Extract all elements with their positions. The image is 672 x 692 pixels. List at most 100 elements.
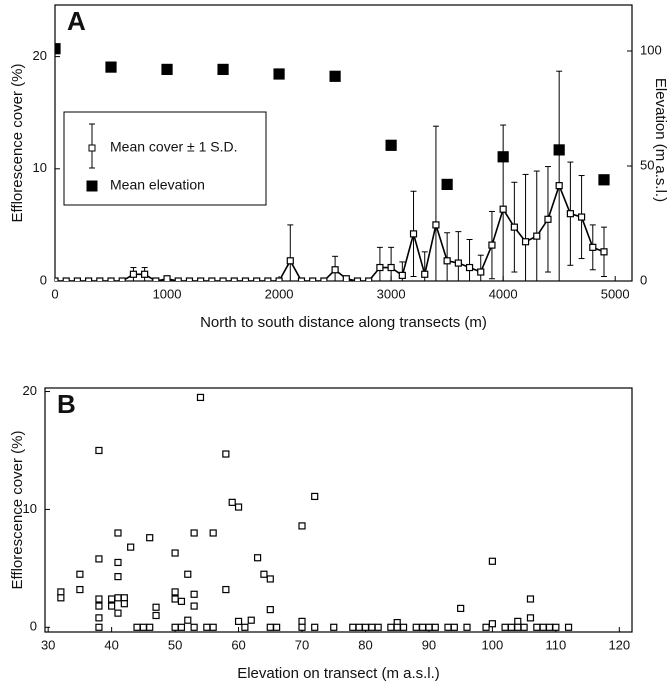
cover-marker xyxy=(209,529,217,537)
cover-marker xyxy=(184,616,192,624)
x-tick-label: 80 xyxy=(358,637,372,652)
legend-marker xyxy=(86,180,98,192)
cover-marker xyxy=(85,277,93,281)
cover-marker xyxy=(286,257,294,265)
y-tick-label: 0 xyxy=(30,619,37,634)
cover-marker xyxy=(311,623,319,631)
y-tick-label: 10 xyxy=(33,160,47,175)
cover-marker xyxy=(465,263,474,272)
cover-marker xyxy=(514,617,522,625)
cover-marker xyxy=(247,616,255,624)
cover-marker xyxy=(409,230,418,238)
cover-marker xyxy=(253,277,261,281)
cover-marker xyxy=(57,588,65,596)
cover-marker xyxy=(222,585,230,594)
cover-marker xyxy=(234,617,243,625)
cover-marker xyxy=(361,623,370,631)
cover-marker xyxy=(298,522,306,530)
cover-marker xyxy=(349,623,357,631)
legend-marker xyxy=(88,144,96,152)
cover-marker xyxy=(127,543,135,551)
cover-marker xyxy=(171,595,179,603)
elevation-marker xyxy=(273,68,285,80)
x-tick-label: 40 xyxy=(104,637,118,652)
cover-marker xyxy=(266,623,274,631)
cover-marker xyxy=(520,623,528,631)
cover-marker xyxy=(139,623,147,631)
cover-marker xyxy=(393,623,401,631)
cover-marker xyxy=(376,263,384,272)
y2-tick-label: 0 xyxy=(640,272,647,287)
cover-marker xyxy=(298,623,306,631)
cover-marker xyxy=(177,623,186,631)
cover-marker xyxy=(273,623,281,631)
y-tick-label: 20 xyxy=(23,383,37,398)
cover-marker xyxy=(96,277,104,281)
cover-marker xyxy=(418,623,427,631)
x-tick-label: 100 xyxy=(482,637,504,652)
cover-marker xyxy=(260,570,268,578)
cover-marker xyxy=(454,259,462,267)
cover-marker xyxy=(507,623,516,631)
cover-marker xyxy=(184,570,192,578)
cover-marker xyxy=(331,266,339,274)
elevation-marker xyxy=(329,70,341,82)
plot-area xyxy=(55,43,610,281)
cover-marker xyxy=(196,393,205,402)
cover-marker xyxy=(463,623,471,631)
cover-marker xyxy=(526,614,535,622)
cover-marker xyxy=(114,572,122,581)
cover-marker xyxy=(203,623,211,631)
cover-marker xyxy=(368,623,376,631)
cover-marker xyxy=(365,277,373,281)
cover-marker xyxy=(209,623,217,631)
cover-marker xyxy=(107,277,115,281)
cover-marker xyxy=(76,570,84,578)
cover-marker xyxy=(544,215,552,223)
cover-marker xyxy=(387,263,395,272)
cover-marker xyxy=(152,611,160,620)
cover-marker xyxy=(190,590,198,598)
cover-marker xyxy=(311,492,319,501)
cover-marker xyxy=(499,205,507,213)
cover-marker xyxy=(108,595,116,603)
cover-marker xyxy=(114,529,122,537)
x-tick-label: 110 xyxy=(545,637,566,652)
elevation-marker xyxy=(385,139,397,151)
cover-marker xyxy=(146,534,154,542)
cover-marker xyxy=(488,620,496,628)
cover-marker xyxy=(514,623,522,631)
elevation-marker xyxy=(105,61,117,73)
cover-marker xyxy=(174,277,182,281)
cover-marker xyxy=(589,243,597,251)
cover-marker xyxy=(190,602,198,610)
y-axis-label: Efflorescence cover (%) xyxy=(9,431,26,590)
cover-marker xyxy=(114,558,122,567)
x-axis-label: North to south distance along transects … xyxy=(200,314,487,331)
cover-marker xyxy=(114,594,122,602)
cover-marker xyxy=(566,210,574,218)
cover-marker xyxy=(600,248,608,256)
cover-marker xyxy=(73,277,82,281)
elevation-marker xyxy=(497,151,509,163)
legend-box xyxy=(63,111,267,206)
cover-marker xyxy=(387,623,395,631)
cover-marker xyxy=(152,277,160,281)
plot-area xyxy=(57,393,573,631)
cover-marker xyxy=(253,554,262,562)
cover-marker xyxy=(118,277,126,281)
cover-marker xyxy=(152,603,160,611)
cover-marker xyxy=(57,594,65,602)
elevation-marker xyxy=(161,63,173,76)
legend: Mean cover ± 1 S.D. Mean elevation xyxy=(63,111,267,206)
cover-marker xyxy=(353,277,362,281)
cover-marker xyxy=(234,503,243,511)
cover-marker xyxy=(533,232,541,240)
cover-marker xyxy=(398,271,406,279)
cover-marker xyxy=(133,623,141,631)
cover-marker xyxy=(412,623,420,631)
y-tick-label: 20 xyxy=(33,48,47,63)
cover-marker xyxy=(444,623,452,631)
cover-marker xyxy=(450,623,458,631)
x-tick-label: 3000 xyxy=(377,286,406,301)
